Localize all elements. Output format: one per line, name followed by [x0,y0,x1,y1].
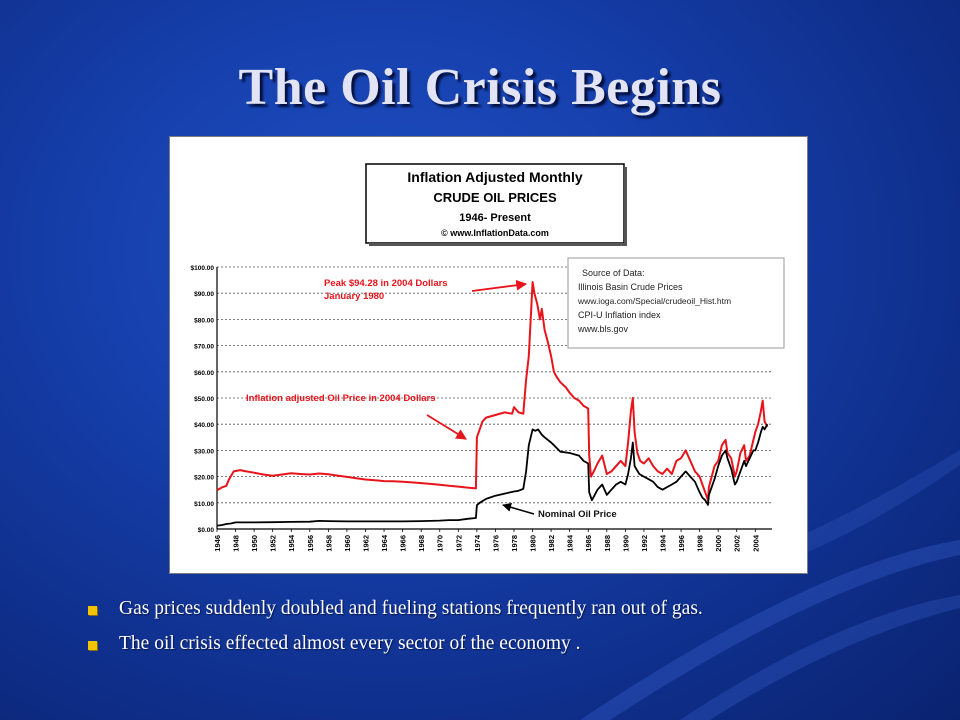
background-swoosh [580,450,960,720]
x-tick-label: 1964 [380,534,389,552]
chart-title-line-4: © www.InflationData.com [441,228,549,238]
x-tick-label: 1988 [603,535,612,552]
x-tick-label: 1982 [547,535,556,552]
x-tick-label: 1990 [621,535,630,552]
source-line-1: Source of Data: [582,268,645,278]
square-bullet-icon [88,606,97,615]
x-tick-label: 1998 [696,535,705,552]
x-tick-label: 1984 [566,534,575,552]
nominal-arrow [502,502,535,515]
x-tick-label: 1960 [343,535,352,552]
x-tick-label: 1968 [417,535,426,552]
chart-title-line-1: Inflation Adjusted Monthly [407,169,582,185]
chart-title-line-3: 1946- Present [459,212,531,224]
y-tick-label: $0.00 [198,527,215,534]
y-tick-label: $40.00 [194,422,214,429]
x-tick-label: 1962 [361,535,370,552]
nominal-price-line [216,423,769,527]
x-tick-label: 1992 [640,535,649,552]
bullet-item: Gas prices suddenly doubled and fueling … [86,598,936,633]
adjusted-price-line [216,281,769,502]
x-tick-label: 1972 [454,535,463,552]
x-tick-label: 2002 [733,535,742,552]
x-tick-label: 1980 [529,535,538,552]
y-tick-label: $90.00 [194,291,214,298]
slide-title: The Oil Crisis Begins [238,59,722,116]
adjusted-series-label: Inflation adjusted Oil Price in 2004 Dol… [246,393,436,404]
adjusted-arrow [426,414,467,440]
x-tick-label: 1976 [491,535,500,552]
source-line-4: CPI-U Inflation index [578,310,661,320]
nominal-series-label: Nominal Oil Price [538,509,617,520]
y-tick-label: $20.00 [194,475,214,482]
x-tick-label: 1952 [269,535,278,552]
source-box: Source of Data: Illinois Basin Crude Pri… [567,257,785,349]
chart-title-box: Inflation Adjusted Monthly CRUDE OIL PRI… [365,163,627,246]
x-tick-label: 1986 [584,535,593,552]
y-tick-label: $100.00 [191,265,215,272]
y-tick-label: $60.00 [194,370,214,377]
peak-annotation-line-1: Peak $94.28 in 2004 Dollars [324,278,448,289]
x-tick-label: 2004 [751,534,760,552]
bullet-text: Gas prices suddenly doubled and fueling … [119,598,703,619]
y-tick-label: $10.00 [194,501,214,508]
y-tick-label: $30.00 [194,448,214,455]
y-tick-label: $80.00 [194,317,214,324]
chart-svg: $0.00 $10.00 $20.00 $30.00 $40.00 $50.00 $60.0… [191,163,785,552]
source-line-2: Illinois Basin Crude Prices [578,282,683,292]
x-tick-label: 1954 [287,534,296,552]
x-tick-label: 2000 [714,535,723,552]
square-bullet-icon [88,641,97,650]
x-tick-label: 1978 [510,535,519,552]
bullet-item: The oil crisis effected almost every sec… [86,633,936,668]
y-tick-label: $70.00 [194,344,214,351]
x-tick-label: 1948 [232,535,241,552]
bullet-list: Gas prices suddenly doubled and fueling … [86,598,936,668]
x-tick-label: 1974 [473,534,482,552]
x-tick-label: 1966 [399,535,408,552]
peak-arrow [471,279,528,292]
x-tick-label: 1950 [250,535,259,552]
y-tick-label: $50.00 [194,396,214,403]
bullet-text: The oil crisis effected almost every sec… [119,633,581,654]
source-line-5: www.bls.gov [577,324,629,334]
peak-annotation-line-2: January 1980 [324,291,384,302]
x-tick-label: 1956 [306,535,315,552]
x-tick-label: 1970 [436,535,445,552]
x-tick-label: 1994 [658,534,667,552]
x-tick-label: 1946 [213,535,222,552]
chart-title-line-2: CRUDE OIL PRICES [433,190,557,205]
oil-price-chart: $0.00 $10.00 $20.00 $30.00 $40.00 $50.00 $60.0… [169,136,808,574]
x-tick-label: 1958 [324,535,333,552]
source-line-3: www.ioga.com/Special/crudeoil_Hist.htm [577,296,731,306]
x-tick-label: 1996 [677,535,686,552]
